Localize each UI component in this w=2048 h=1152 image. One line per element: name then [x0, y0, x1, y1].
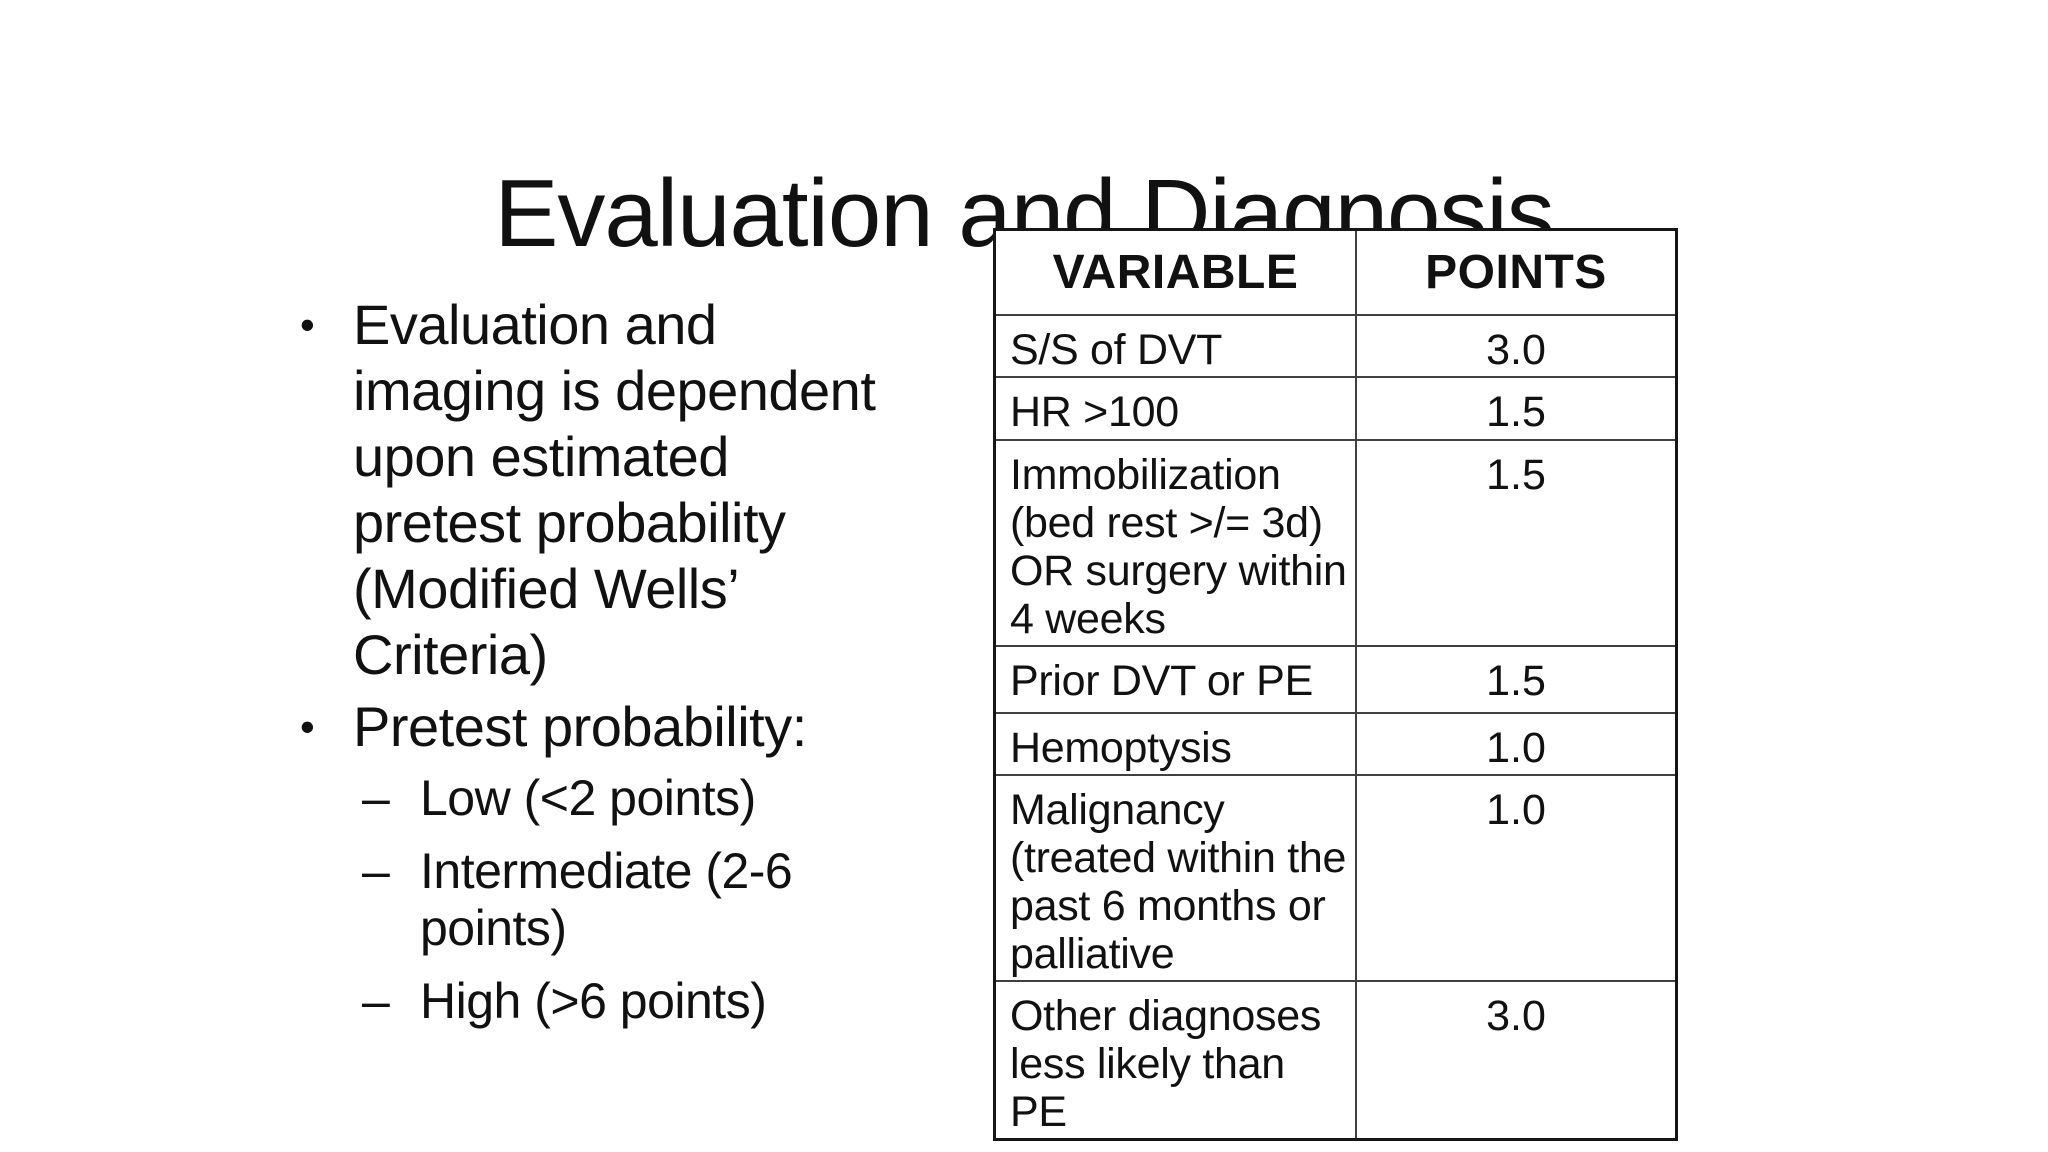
cell-points: 1.0	[1354, 712, 1678, 776]
bullet-text: Evaluation and imaging is dependent upon…	[353, 293, 876, 686]
cell-variable: Hemoptysis	[993, 712, 1357, 776]
header-cell-points: POINTS	[1354, 228, 1678, 316]
sub-bullet-item-high: – High (>6 points)	[362, 973, 980, 1030]
cell-points: 1.5	[1354, 439, 1678, 647]
cell-variable: Other diagnoses less likely than PE	[993, 980, 1357, 1141]
cell-points: 1.5	[1354, 645, 1678, 714]
sub-bullet-text: High (>6 points)	[420, 973, 767, 1029]
bullet-dot-icon: •	[300, 301, 315, 348]
cell-variable: Prior DVT or PE	[993, 645, 1357, 714]
bullet-text: Pretest probability:	[353, 695, 807, 758]
cell-points: 1.5	[1354, 376, 1678, 441]
table-row: HR >100 1.5	[993, 376, 1678, 441]
cell-points: 3.0	[1354, 980, 1678, 1141]
dash-marker-icon: –	[362, 973, 390, 1029]
bullet-list: • Evaluation and imaging is dependent up…	[300, 292, 980, 1030]
cell-variable: HR >100	[993, 376, 1357, 441]
table-row: Other diagnoses less likely than PE 3.0	[993, 980, 1678, 1141]
bullet-dot-icon: •	[300, 703, 315, 750]
dash-marker-icon: –	[362, 770, 390, 826]
cell-points: 3.0	[1354, 314, 1678, 378]
cell-variable: Immobilization (bed rest >/= 3d) OR surg…	[993, 439, 1357, 647]
table-row: Immobilization (bed rest >/= 3d) OR surg…	[993, 439, 1678, 647]
table-row: S/S of DVT 3.0	[993, 314, 1678, 378]
table-header-row: VARIABLE POINTS	[993, 228, 1678, 316]
sub-bullet-text: Intermediate (2-6 points)	[420, 843, 793, 956]
dash-marker-icon: –	[362, 843, 390, 899]
table-row: Prior DVT or PE 1.5	[993, 645, 1678, 714]
header-cell-variable: VARIABLE	[993, 228, 1357, 316]
bullet-item-pretest: • Pretest probability:	[300, 694, 980, 760]
sub-bullet-text: Low (<2 points)	[420, 770, 756, 826]
sub-bullet-list: – Low (<2 points) – Intermediate (2-6 po…	[362, 770, 980, 1030]
table-row: Hemoptysis 1.0	[993, 712, 1678, 776]
wells-criteria-table: VARIABLE POINTS S/S of DVT 3.0 HR >100 1…	[993, 228, 1678, 1141]
bullet-item-evaluation: • Evaluation and imaging is dependent up…	[300, 292, 980, 688]
cell-variable: Malignancy (treated within the past 6 mo…	[993, 774, 1357, 982]
cell-variable: S/S of DVT	[993, 314, 1357, 378]
cell-points: 1.0	[1354, 774, 1678, 982]
sub-bullet-item-low: – Low (<2 points)	[362, 770, 980, 827]
sub-bullet-item-intermediate: – Intermediate (2-6 points)	[362, 843, 980, 957]
table-row: Malignancy (treated within the past 6 mo…	[993, 774, 1678, 982]
